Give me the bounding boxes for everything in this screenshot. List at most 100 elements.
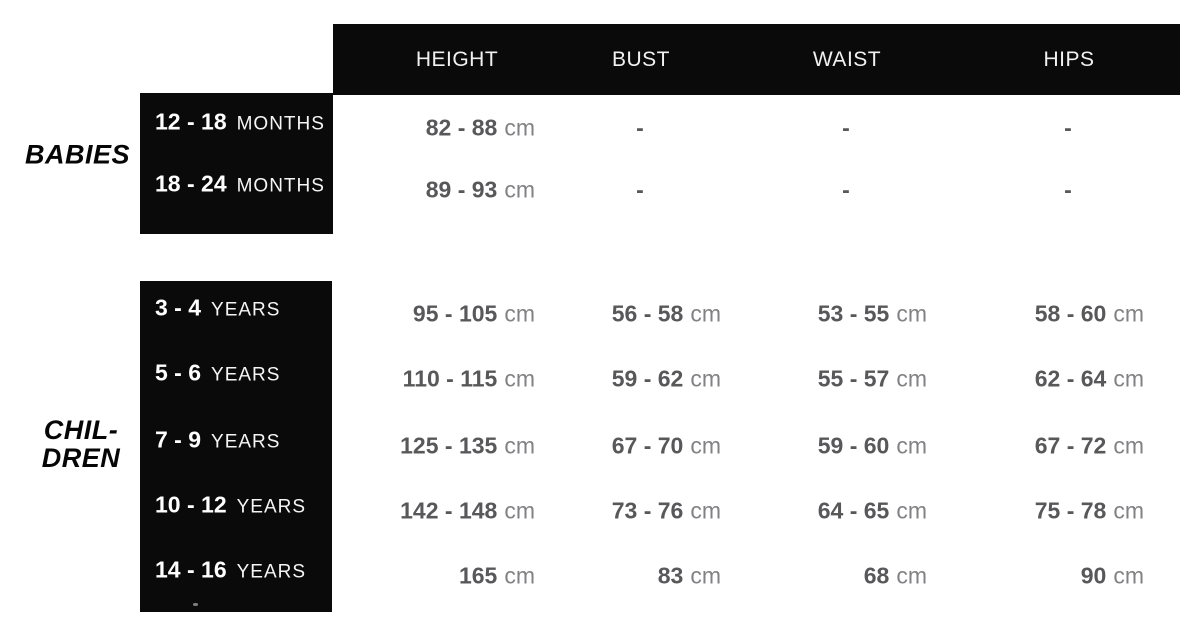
row-range: 3 - 4 (155, 294, 202, 321)
row-label: 3 - 4 YEARS (155, 295, 280, 322)
cell-hips: 90 cm (964, 563, 1144, 590)
group-label-line: CHIL- (43, 415, 119, 445)
value-unit: cm (1113, 300, 1144, 327)
value-number: 58 - 60 (1034, 300, 1107, 327)
cell-waist: 55 - 57 cm (747, 366, 927, 393)
value-number: 82 - 88 (425, 114, 498, 141)
cell-height: 110 - 115 cm (343, 366, 535, 393)
cell-bust: 73 - 76 cm (541, 498, 721, 525)
cell-bust: 56 - 58 cm (541, 301, 721, 328)
cell-hips: 75 - 78 cm (964, 498, 1144, 525)
value-number: 90 (1080, 562, 1107, 589)
row-range-unit: YEARS (211, 431, 281, 453)
value-number: 73 - 76 (611, 497, 684, 524)
column-header-bust: BUST (611, 47, 671, 71)
value-number: 55 - 57 (817, 365, 890, 392)
row-label: 10 - 12 YEARS (155, 492, 306, 519)
row-label: 14 - 16 YEARS (155, 557, 306, 584)
value-unit: cm (504, 300, 535, 327)
value-unit: cm (690, 497, 721, 524)
cell-waist: 68 cm (747, 563, 927, 590)
value-number: 62 - 64 (1034, 365, 1107, 392)
value-unit: cm (504, 432, 535, 459)
value-unit: cm (1113, 432, 1144, 459)
cell-hips: 62 - 64 cm (964, 366, 1144, 393)
value-unit: cm (896, 300, 927, 327)
value-unit: cm (504, 497, 535, 524)
empty-dash: - (1064, 114, 1072, 141)
value-number: 83 (657, 562, 684, 589)
cell-height: 125 - 135 cm (343, 433, 535, 460)
value-number: 67 - 72 (1034, 432, 1107, 459)
column-header-height: HEIGHT (415, 47, 499, 71)
cell-hips-empty: - (978, 115, 1158, 142)
value-number: 95 - 105 (412, 300, 498, 327)
row-range-unit: YEARS (211, 364, 281, 386)
value-unit: cm (1113, 562, 1144, 589)
cell-waist: 64 - 65 cm (747, 498, 927, 525)
cell-bust: 83 cm (541, 563, 721, 590)
cell-bust-empty: - (550, 177, 730, 204)
group-label-babies: BABIES (24, 139, 130, 170)
row-range: 18 - 24 (155, 170, 227, 197)
empty-dash: - (636, 176, 644, 203)
value-number: 53 - 55 (817, 300, 890, 327)
row-label: 7 - 9 YEARS (155, 427, 280, 454)
cell-bust: 59 - 62 cm (541, 366, 721, 393)
cell-waist-empty: - (756, 177, 936, 204)
row-range-unit: MONTHS (236, 175, 325, 197)
row-range-unit: YEARS (236, 561, 307, 583)
value-unit: cm (504, 114, 535, 141)
cell-bust-empty: - (550, 115, 730, 142)
cell-height: 95 - 105 cm (343, 301, 535, 328)
value-unit: cm (896, 432, 927, 459)
value-number: 67 - 70 (611, 432, 684, 459)
value-unit: cm (504, 562, 535, 589)
value-unit: cm (504, 365, 535, 392)
cell-height: 82 - 88 cm (343, 115, 535, 142)
row-label: 5 - 6 YEARS (155, 360, 280, 387)
cell-height: 165 cm (343, 563, 535, 590)
value-unit: cm (690, 365, 721, 392)
value-number: 64 - 65 (817, 497, 890, 524)
value-number: 59 - 60 (817, 432, 890, 459)
row-label: 12 - 18 MONTHS (155, 109, 325, 136)
value-number: 56 - 58 (611, 300, 684, 327)
value-number: 89 - 93 (425, 176, 498, 203)
value-number: 110 - 115 (402, 365, 498, 392)
value-unit: cm (690, 432, 721, 459)
value-number: 75 - 78 (1034, 497, 1107, 524)
row-range: 10 - 12 (155, 491, 227, 518)
value-unit: cm (896, 365, 927, 392)
group-label-line: DREN (41, 443, 121, 473)
value-unit: cm (1113, 497, 1144, 524)
cell-hips: 58 - 60 cm (964, 301, 1144, 328)
babies-rows-box (140, 93, 333, 234)
value-number: 68 (863, 562, 890, 589)
column-header-waist: WAIST (812, 47, 882, 71)
value-unit: cm (690, 562, 721, 589)
value-number: 142 - 148 (400, 497, 498, 524)
group-label-children: CHIL- DREN (0, 416, 162, 472)
row-range: 7 - 9 (155, 426, 202, 453)
value-number: 165 (458, 562, 498, 589)
value-number: 59 - 62 (611, 365, 684, 392)
value-number: 125 - 135 (400, 432, 498, 459)
row-range-unit: YEARS (236, 496, 307, 518)
children-rows-box (140, 281, 332, 612)
row-label: 18 - 24 MONTHS (155, 171, 325, 198)
cell-waist: 53 - 55 cm (747, 301, 927, 328)
cell-bust: 67 - 70 cm (541, 433, 721, 460)
cell-waist-empty: - (756, 115, 936, 142)
empty-dash: - (842, 114, 850, 141)
stray-dot (193, 603, 198, 606)
table-header-bar: HEIGHT BUST WAIST HIPS (333, 24, 1180, 95)
value-unit: cm (1113, 365, 1144, 392)
row-range-unit: MONTHS (236, 113, 325, 135)
empty-dash: - (842, 176, 850, 203)
cell-hips-empty: - (978, 177, 1158, 204)
cell-waist: 59 - 60 cm (747, 433, 927, 460)
cell-height: 89 - 93 cm (343, 177, 535, 204)
cell-hips: 67 - 72 cm (964, 433, 1144, 460)
